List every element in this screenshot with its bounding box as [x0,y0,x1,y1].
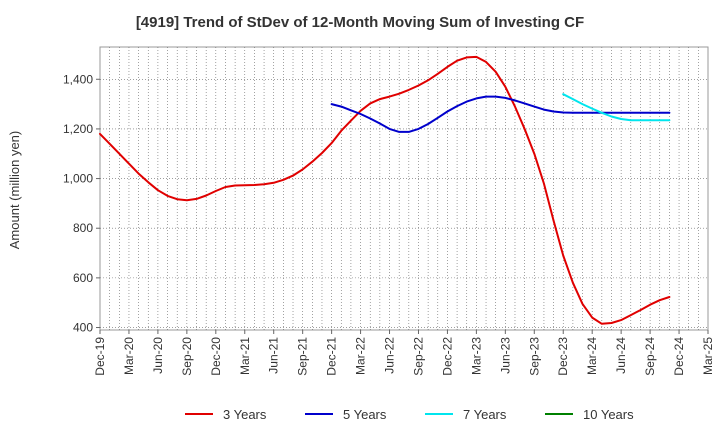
x-tick-label: Dec-23 [556,337,570,376]
series-line-7-years [562,93,671,122]
x-tick-label: Sep-21 [296,337,310,376]
gridlines [100,47,708,330]
x-tick-label: Sep-20 [180,337,194,376]
x-tick-label: Mar-24 [585,337,599,375]
x-tick-label: Dec-22 [440,337,454,376]
y-axis-label: Amount (million yen) [7,131,22,250]
series-lines [99,55,671,325]
y-tick-label: 1,400 [63,72,93,86]
series-line-3-years [99,55,671,325]
x-tick-label: Jun-24 [614,337,628,374]
x-tick-label: Sep-22 [411,337,425,376]
y-tick-label: 1,200 [63,122,93,136]
x-tick-label: Mar-21 [238,337,252,375]
x-tick-label: Dec-19 [93,337,107,376]
y-tick-label: 600 [73,271,93,285]
x-tick-label: Mar-20 [122,337,136,375]
x-tick-label: Dec-24 [672,337,686,376]
y-tick-label: 1,000 [63,172,93,186]
y-tick-label: 400 [73,321,93,335]
series-line-5-years [330,95,671,133]
x-tick-label: Jun-21 [267,337,281,374]
plot-border [99,46,709,331]
x-tick-label: Jun-23 [498,337,512,374]
x-tick-label: Mar-23 [469,337,483,375]
legend-label: 7 Years [463,407,507,422]
legend-label: 5 Years [343,407,387,422]
x-tick-label: Dec-21 [325,337,339,376]
x-tick-label: Jun-22 [383,337,397,374]
chart-title: [4919] Trend of StDev of 12-Month Moving… [135,14,585,31]
x-tick-label: Mar-25 [701,337,715,375]
x-tick-label: Sep-24 [643,337,657,376]
legend-label: 3 Years [223,407,267,422]
y-tick-label: 800 [73,221,93,235]
x-tick-label: Mar-22 [354,337,368,375]
x-tick-label: Jun-20 [151,337,165,374]
legend-label: 10 Years [583,407,634,422]
y-axis: 400 600 800 1,000 1,200 1,400 [63,72,100,335]
legend: 3 Years 5 Years 7 Years 10 Years [185,407,634,422]
x-tick-label: Dec-20 [209,337,223,376]
x-tick-label: Sep-23 [527,337,541,376]
x-axis: Dec-19 Mar-20 Jun-20 Sep-20 Dec-20 Mar-21 Jun-… [93,330,715,376]
